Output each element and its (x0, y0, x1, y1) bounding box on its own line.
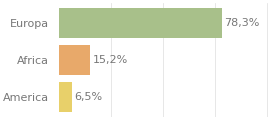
Text: 15,2%: 15,2% (92, 55, 128, 65)
Text: 78,3%: 78,3% (224, 18, 259, 28)
Bar (59, 82, 72, 112)
Text: 6,5%: 6,5% (74, 92, 102, 102)
Bar (59, 45, 90, 75)
Bar (59, 8, 222, 38)
